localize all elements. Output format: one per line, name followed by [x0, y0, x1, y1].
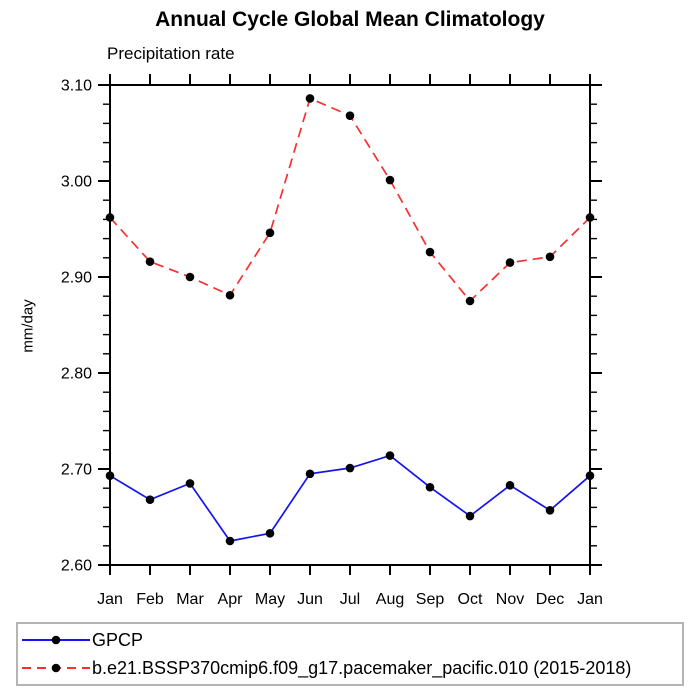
- x-tick-label: Jan: [97, 591, 123, 608]
- legend-label-gpcp: GPCP: [92, 630, 144, 650]
- y-tick-label: 3.10: [61, 78, 92, 95]
- series-1-line: [109, 97, 591, 303]
- series-0-marker-Jan: [585, 471, 595, 481]
- series-1-marker-Apr: [225, 290, 235, 300]
- series-0-marker-Jan: [105, 471, 115, 481]
- series-0-marker-Feb: [145, 495, 155, 505]
- legend-entry-gpcp: GPCP: [20, 628, 143, 652]
- series-1-marker-Jan: [105, 213, 115, 222]
- series-0-marker-Oct: [465, 511, 475, 521]
- y-tick-label: 2.60: [61, 558, 92, 575]
- x-tick-label: Feb: [136, 591, 164, 608]
- chart-title: Annual Cycle Global Mean Climatology: [155, 8, 545, 31]
- y-tick-label: 3.00: [61, 174, 92, 191]
- x-tick-label: Jul: [340, 591, 360, 608]
- legend-marker-dot: [51, 663, 61, 673]
- series-0-marker-May: [265, 529, 275, 538]
- series-1-marker-May: [265, 228, 275, 238]
- series-1-marker-Nov: [505, 258, 515, 267]
- x-tick-label: Jun: [297, 591, 323, 608]
- x-tick-label: Dec: [536, 591, 564, 608]
- chart-subtitle: Precipitation rate: [107, 44, 235, 63]
- y-tick-label: 2.80: [61, 366, 92, 383]
- legend-label-model: b.e21.BSSP370cmip6.f09_g17.pacemaker_pac…: [92, 658, 632, 678]
- series-0-marker-Sep: [425, 482, 435, 492]
- series-1-marker-Feb: [145, 257, 155, 266]
- x-tick-label: Nov: [496, 591, 524, 608]
- series-1-marker-Mar: [185, 272, 195, 282]
- legend-line-sample-gpcp: [22, 635, 90, 645]
- series-1-marker-Jan: [585, 213, 595, 222]
- x-tick-label: May: [255, 591, 285, 608]
- series-0-marker-Jun: [305, 469, 315, 479]
- x-tick-label: Aug: [376, 591, 404, 608]
- series-0-marker-Mar: [185, 479, 195, 488]
- series-1-marker-Jul: [345, 111, 355, 121]
- y-tick-label: 2.70: [61, 462, 92, 479]
- x-tick-label: Jan: [577, 591, 603, 608]
- x-tick-label: Apr: [218, 591, 244, 608]
- series-1-marker-Aug: [385, 175, 395, 185]
- legend-marker-dot: [51, 635, 61, 645]
- series-0-marker-Jul: [345, 463, 355, 473]
- series-1-marker-Dec: [545, 252, 555, 262]
- legend-entry-model: b.e21.BSSP370cmip6.f09_g17.pacemaker_pac…: [20, 656, 631, 680]
- x-tick-label: Sep: [416, 591, 445, 608]
- y-tick-label: 2.90: [61, 270, 92, 287]
- plot-canvas: 2.60 2.70 2.80 2.90 3.00 3.10 Jan Feb Mar Apr May J…: [61, 74, 603, 608]
- x-tick-label: Oct: [458, 591, 483, 608]
- series-1-marker-Sep: [425, 247, 435, 257]
- series-0-marker-Aug: [385, 451, 395, 460]
- legend-box: GPCP b.e21.BSSP370cmip6.f09_g17.pacemake…: [16, 622, 684, 686]
- series-0-marker-Apr: [225, 536, 235, 546]
- legend-line-sample-model: [22, 663, 90, 673]
- series-1-marker-Jun: [305, 94, 315, 103]
- plot-frame: [109, 84, 591, 566]
- series-0-marker-Dec: [545, 505, 555, 515]
- x-tick-label: Mar: [176, 591, 204, 608]
- series-0-marker-Nov: [505, 481, 515, 490]
- series-1-marker-Oct: [465, 296, 475, 306]
